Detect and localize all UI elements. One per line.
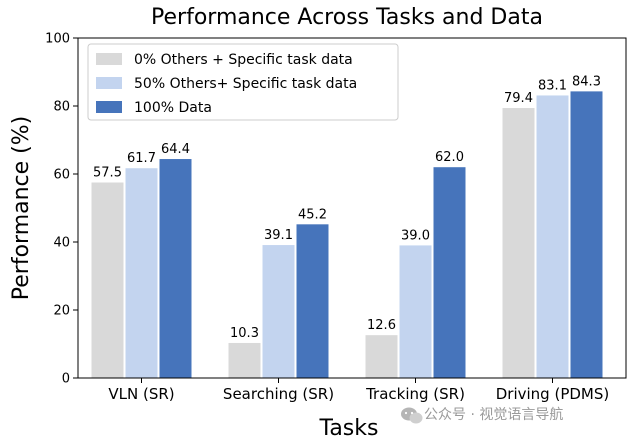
y-tick-label: 0	[62, 372, 70, 387]
x-tick-label: Driving (PDMS)	[496, 385, 610, 403]
data-label: 83.1	[538, 78, 567, 93]
bar	[262, 245, 295, 378]
bar	[570, 91, 603, 378]
bar	[159, 159, 192, 378]
x-tick-label: Searching (SR)	[223, 385, 334, 403]
bars	[91, 91, 603, 379]
y-tick-label: 40	[53, 236, 70, 251]
wechat-icon	[401, 407, 423, 424]
legend-swatch	[96, 53, 122, 65]
bar	[536, 95, 569, 379]
bar	[91, 182, 124, 378]
y-tick-label: 20	[53, 304, 70, 319]
data-label: 64.4	[161, 142, 190, 157]
x-axis-ticks: VLN (SR) Searching (SR) Tracking (SR) Drivi…	[108, 378, 609, 403]
x-axis-title: Tasks	[319, 416, 379, 441]
bar	[296, 224, 329, 378]
data-label: 39.1	[264, 228, 293, 243]
bar	[433, 167, 466, 378]
watermark: 公众号 · 视觉语言导航	[401, 407, 563, 424]
watermark-text: 公众号 · 视觉语言导航	[424, 407, 563, 423]
data-label: 79.4	[504, 91, 533, 106]
y-tick-label: 80	[53, 100, 70, 115]
legend-label: 0% Others + Specific task data	[134, 52, 353, 68]
legend-swatch	[96, 77, 122, 89]
bar	[228, 342, 261, 378]
y-tick-label: 60	[53, 168, 70, 183]
data-label: 10.3	[230, 326, 259, 341]
data-labels: 57.5 61.7 64.4 10.3 39.1 45.2 12.6 39.0 62.0 79.4…	[93, 74, 601, 341]
bar	[365, 335, 398, 378]
data-label: 84.3	[572, 74, 601, 89]
data-label: 12.6	[367, 318, 396, 333]
data-label: 57.5	[93, 166, 122, 181]
data-label: 61.7	[127, 151, 156, 166]
data-label: 39.0	[401, 228, 430, 243]
y-axis-title: Performance (%)	[9, 116, 34, 300]
plot-frame	[77, 37, 627, 379]
chart-title: Performance Across Tasks and Data	[151, 5, 543, 30]
bar	[399, 245, 432, 378]
data-label: 62.0	[435, 150, 464, 165]
y-axis-ticks: 0 20 40 60 80 100	[45, 32, 78, 387]
data-label: 45.2	[298, 207, 327, 222]
y-tick-label: 100	[45, 32, 70, 47]
legend-label: 100% Data	[134, 100, 212, 116]
bar	[125, 168, 158, 378]
legend-box	[87, 43, 399, 121]
bar	[502, 108, 535, 378]
legend-swatch	[96, 101, 122, 113]
legend-label: 50% Others+ Specific task data	[134, 76, 357, 92]
x-tick-label: Tracking (SR)	[365, 385, 465, 403]
legend: 0% Others + Specific task data 50% Others…	[87, 43, 399, 121]
x-tick-label: VLN (SR)	[108, 385, 174, 403]
